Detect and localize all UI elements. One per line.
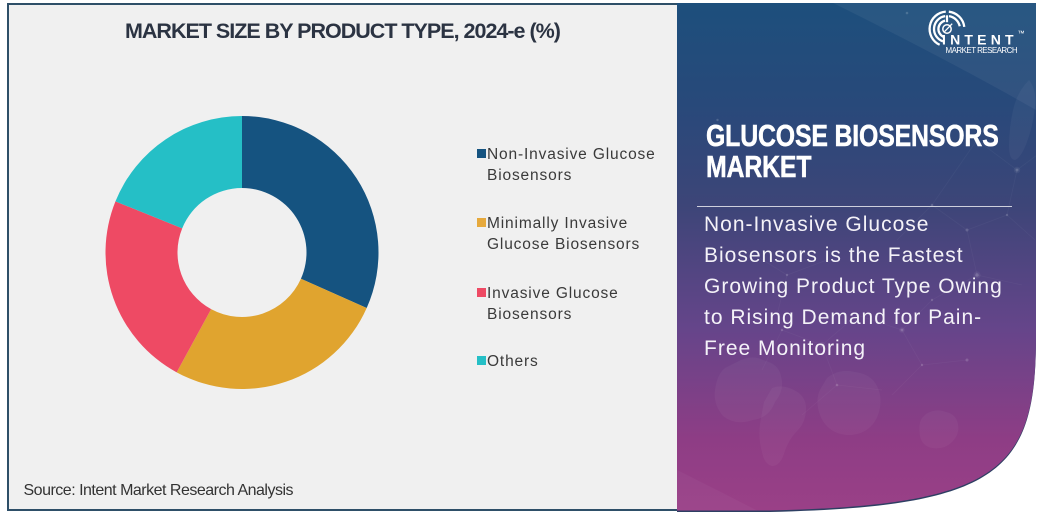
svg-text:™: ™ bbox=[1018, 31, 1025, 38]
svg-text:INTENT: INTENT bbox=[942, 32, 1018, 48]
svg-text:MARKET RESEARCH: MARKET RESEARCH bbox=[946, 46, 1018, 55]
